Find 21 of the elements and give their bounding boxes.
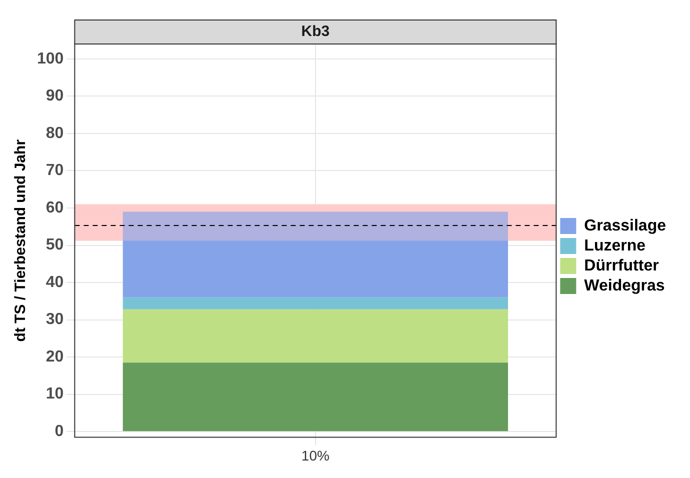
bar bbox=[122, 362, 508, 432]
y-tick-label: 100 bbox=[36, 50, 64, 68]
y-tick-label: 90 bbox=[46, 88, 64, 105]
legend-label: Grassilage bbox=[584, 217, 666, 234]
legend-label: Luzerne bbox=[584, 237, 646, 254]
x-tick-label: 10% bbox=[301, 447, 330, 464]
chart-title: Kb3 bbox=[301, 23, 330, 40]
y-tick-label: 80 bbox=[46, 124, 64, 142]
bar bbox=[122, 297, 508, 310]
y-tick-label: 60 bbox=[46, 199, 64, 216]
y-tick-label: 40 bbox=[46, 274, 64, 291]
y-tick-label: 70 bbox=[46, 162, 64, 180]
y-tick-label: 0 bbox=[54, 423, 64, 440]
legend-label: Dürrfutter bbox=[584, 257, 659, 274]
y-tick-label: 20 bbox=[46, 348, 64, 366]
y-tick-label: 50 bbox=[46, 236, 64, 254]
legend-label: Weidegras bbox=[584, 277, 665, 294]
y-axis-title: dt TS / Tierbestand und Jahr bbox=[12, 139, 30, 342]
y-tick-label: 10 bbox=[46, 386, 64, 403]
y-tick-label: 30 bbox=[46, 311, 64, 328]
bar bbox=[122, 309, 508, 363]
